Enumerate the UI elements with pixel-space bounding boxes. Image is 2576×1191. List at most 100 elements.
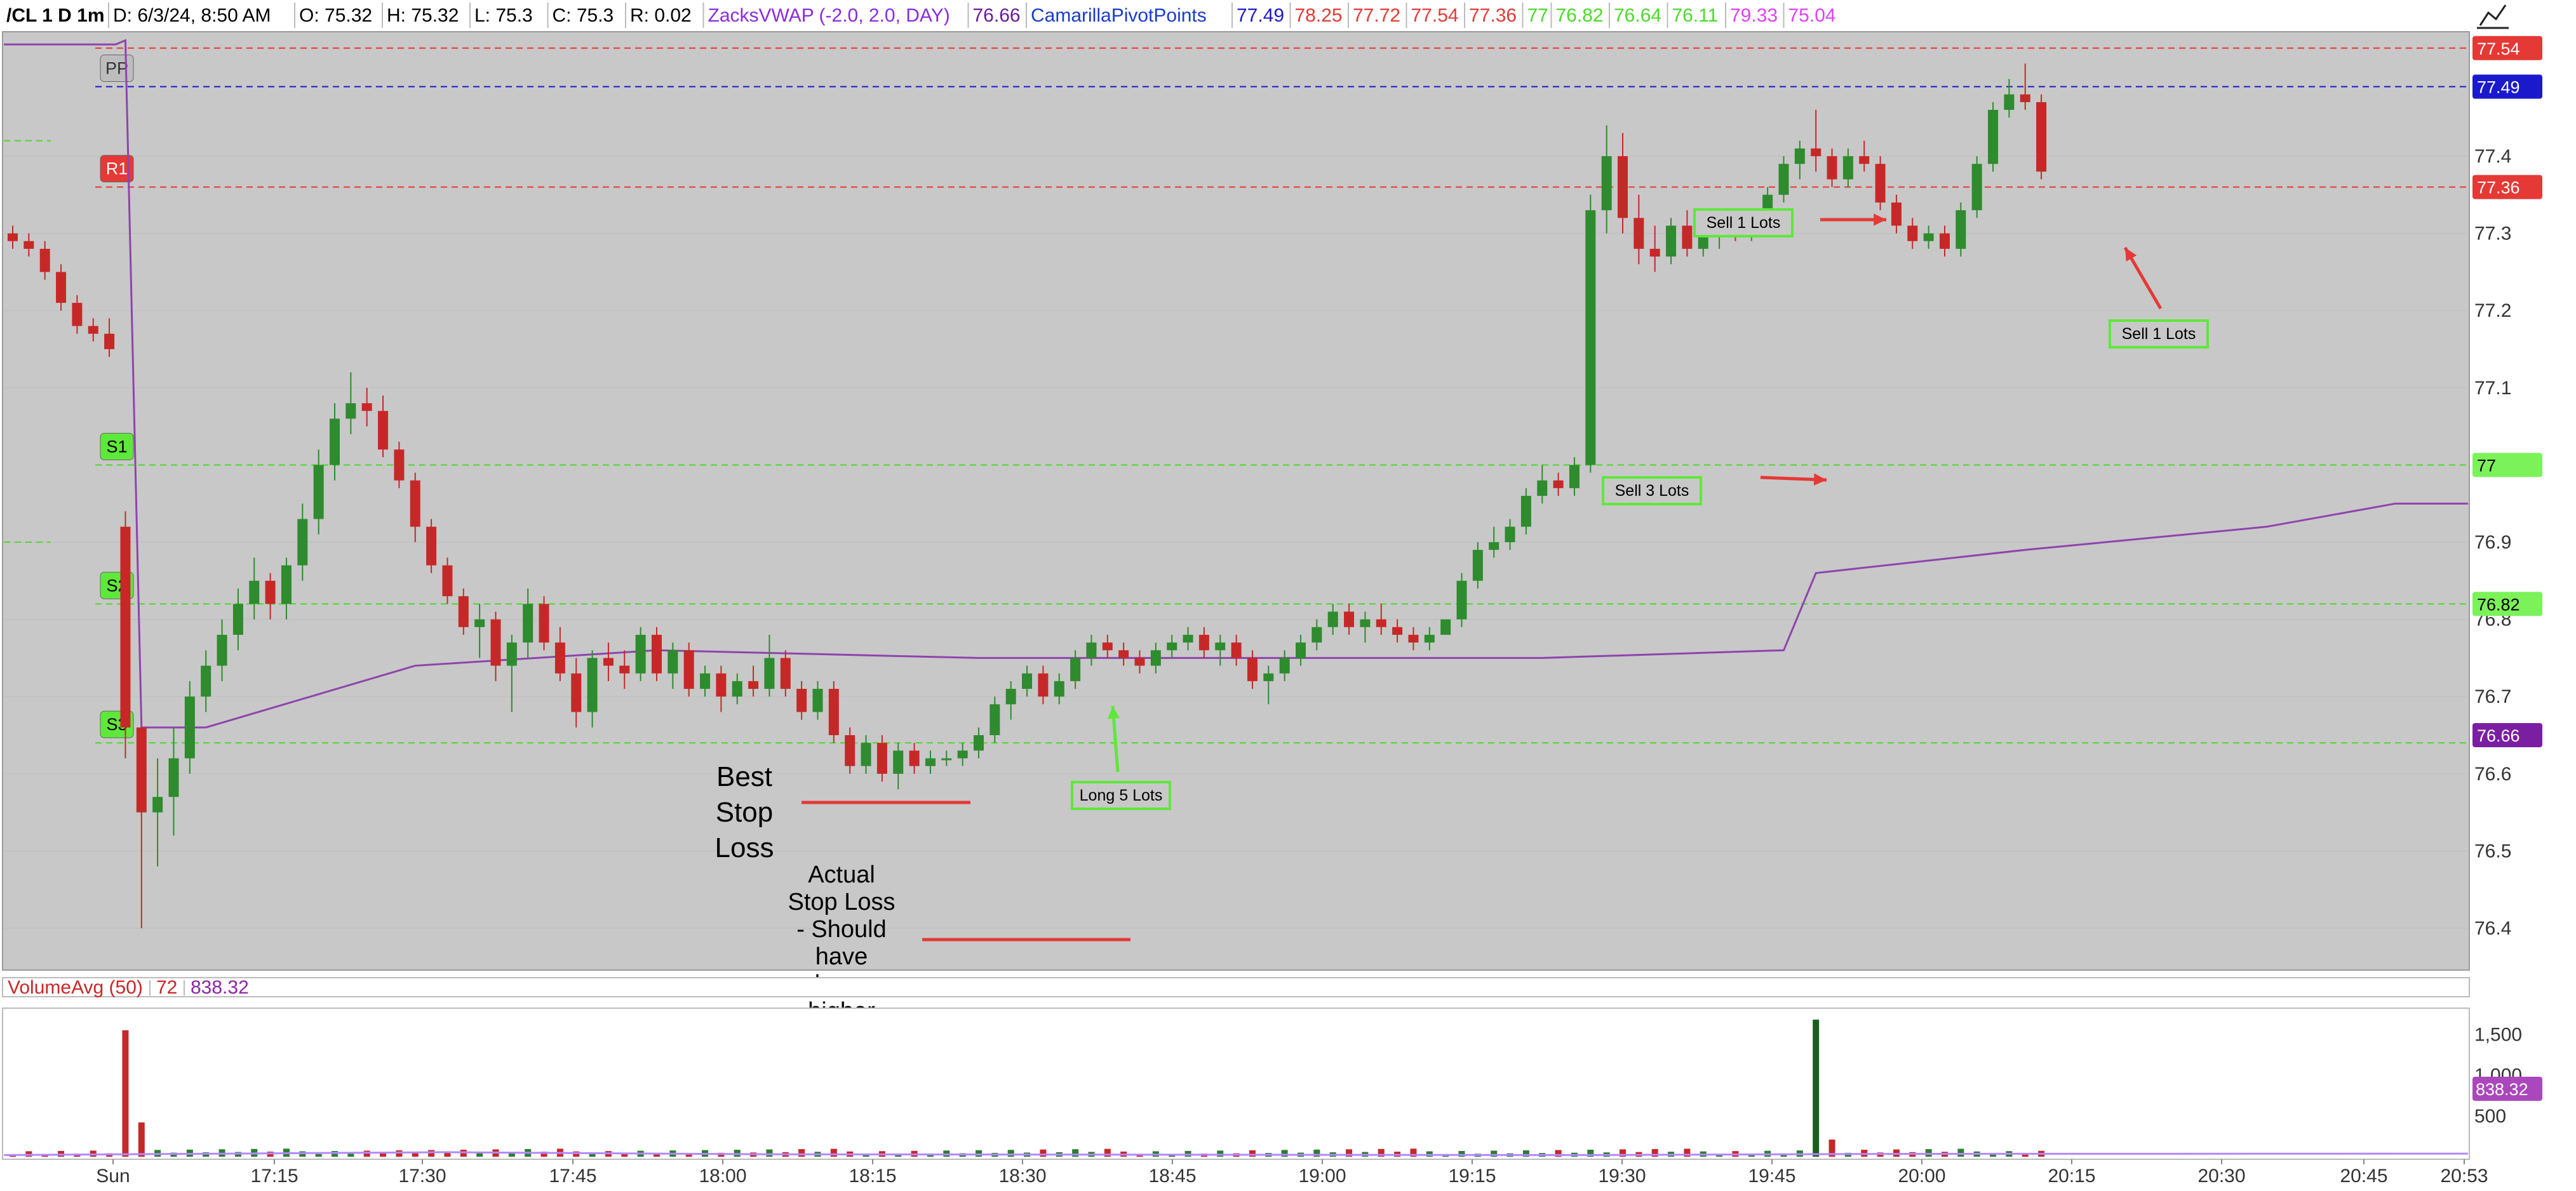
header-item: 77.72 (1353, 5, 1400, 26)
volume-bar (540, 1152, 547, 1157)
candle-body (700, 673, 711, 689)
volume-bar (1491, 1150, 1498, 1157)
header-item: 79.33 (1730, 5, 1778, 26)
candle-body (1682, 225, 1693, 249)
volume-bar (1040, 1149, 1047, 1157)
candle-body (1811, 148, 1821, 156)
price-tick-label: 76.4 (2474, 918, 2511, 939)
candle-body (909, 750, 920, 766)
time-tick-label: 17:15 (250, 1166, 298, 1187)
header-item: O: 75.32 (299, 5, 372, 26)
volume-average: 838.32 (191, 977, 249, 998)
volume-header (2, 977, 2470, 997)
candle-body (39, 248, 50, 272)
candle-body (426, 526, 437, 566)
candle-body (780, 658, 791, 689)
volume-legend: VolumeAvg (50) 72 838.32 (8, 977, 249, 998)
time-tick-label: 19:15 (1448, 1166, 1496, 1187)
trade-annotation-box (2109, 319, 2209, 349)
chart-style-icon[interactable] (2479, 4, 2507, 26)
header-item: 76.11 (1672, 5, 1719, 26)
trade-annotation-box (1071, 781, 1171, 810)
header-symbol[interactable]: /CL 1 D 1m (6, 5, 105, 26)
candle-body (748, 681, 759, 689)
candle-body (232, 604, 243, 635)
volume-bar (1104, 1148, 1111, 1157)
candle-body (217, 634, 227, 666)
vwap-tag (2472, 723, 2542, 747)
header-item: 78.25 (1295, 5, 1343, 26)
volume-bar (315, 1154, 322, 1157)
time-tick-label: 19:45 (1748, 1166, 1795, 1187)
candle-body (1553, 480, 1564, 488)
trade-annotation-label: Sell 1 Lots (1707, 214, 1781, 232)
header-item: D: 6/3/24, 8:50 AM (113, 5, 271, 26)
candle-body (974, 735, 984, 751)
candle-body (184, 696, 195, 759)
header-item: 77.36 (1469, 5, 1517, 26)
volume-bar (380, 1153, 387, 1157)
candle-body (1891, 202, 1902, 226)
volume-plot-area[interactable] (2, 1008, 2470, 1160)
candle-body (523, 604, 533, 643)
candle-body (265, 580, 276, 604)
candle-body (2036, 102, 2047, 172)
volume-bar (589, 1154, 596, 1157)
header-info: /CL 1 D 1m D: 6/3/24, 8:50 AM O: 75.32 H: 7… (6, 3, 1836, 28)
trade-annotation-box (1693, 208, 1794, 237)
pivot-label-box (100, 155, 134, 183)
candle-body (845, 735, 855, 766)
candles (8, 63, 2047, 928)
trade-annotation-box (1602, 476, 1702, 505)
candle-body (361, 403, 372, 411)
volume-average-tag (2472, 1077, 2542, 1101)
time-tick-label: 18:30 (998, 1166, 1046, 1187)
candle-body (1520, 496, 1531, 527)
candle-body (1102, 642, 1113, 651)
best-stop-loss-note: Loss (715, 832, 774, 863)
candle-body (297, 519, 308, 566)
volume-bar (428, 1150, 435, 1157)
candle-body (1005, 689, 1016, 705)
price-axis[interactable]: 76.476.576.676.776.876.977.177.277.377.4… (2471, 32, 2573, 970)
volume-bar (1684, 1148, 1691, 1157)
volume-bar (1957, 1148, 1964, 1157)
volume-average-line (3, 1151, 2469, 1156)
candle-body (667, 650, 678, 674)
header-bar (0, 0, 2576, 30)
candle-body (1167, 642, 1177, 651)
time-tick-label: 20:15 (2048, 1166, 2095, 1187)
volume-bar (1813, 1020, 1820, 1157)
candle-body (619, 665, 630, 674)
candle-body (281, 565, 292, 604)
trade-annotation-label: Long 5 Lots (1080, 787, 1163, 804)
trade-annotation-label: Sell 3 Lots (1615, 482, 1689, 500)
header-item: 77.49 (1237, 5, 1284, 26)
time-axis[interactable]: Sun 17:15 17:30 17:45 18:00 18:15 18:30 18:45 19… (96, 1159, 2488, 1187)
candle-body (1940, 233, 1950, 249)
price-tag (2472, 74, 2542, 99)
volume-bar (1651, 1148, 1658, 1157)
candle-body (378, 411, 389, 450)
candle-body (1086, 642, 1097, 658)
price-tag (2472, 36, 2542, 60)
price-tag-label: 77 (2477, 456, 2496, 475)
candle-body (893, 750, 904, 774)
candle-body (1537, 480, 1548, 496)
candle-body (957, 750, 968, 759)
candle-body (1183, 634, 1193, 643)
candle-body (1618, 156, 1628, 218)
candle-body (474, 619, 485, 627)
price-plot-area[interactable] (2, 31, 2470, 971)
price-tick-label: 77.1 (2474, 378, 2511, 399)
price-tick-label: 76.6 (2474, 764, 2511, 785)
actual-stop-loss-note: Actual (808, 862, 875, 888)
candle-body (1134, 658, 1145, 666)
volume-bar (412, 1153, 419, 1157)
volume-bar (444, 1152, 451, 1157)
vwap-tag-label: 76.66 (2477, 726, 2520, 745)
volume-bar (654, 1153, 660, 1157)
volume-tick-label: 500 (2474, 1106, 2506, 1127)
